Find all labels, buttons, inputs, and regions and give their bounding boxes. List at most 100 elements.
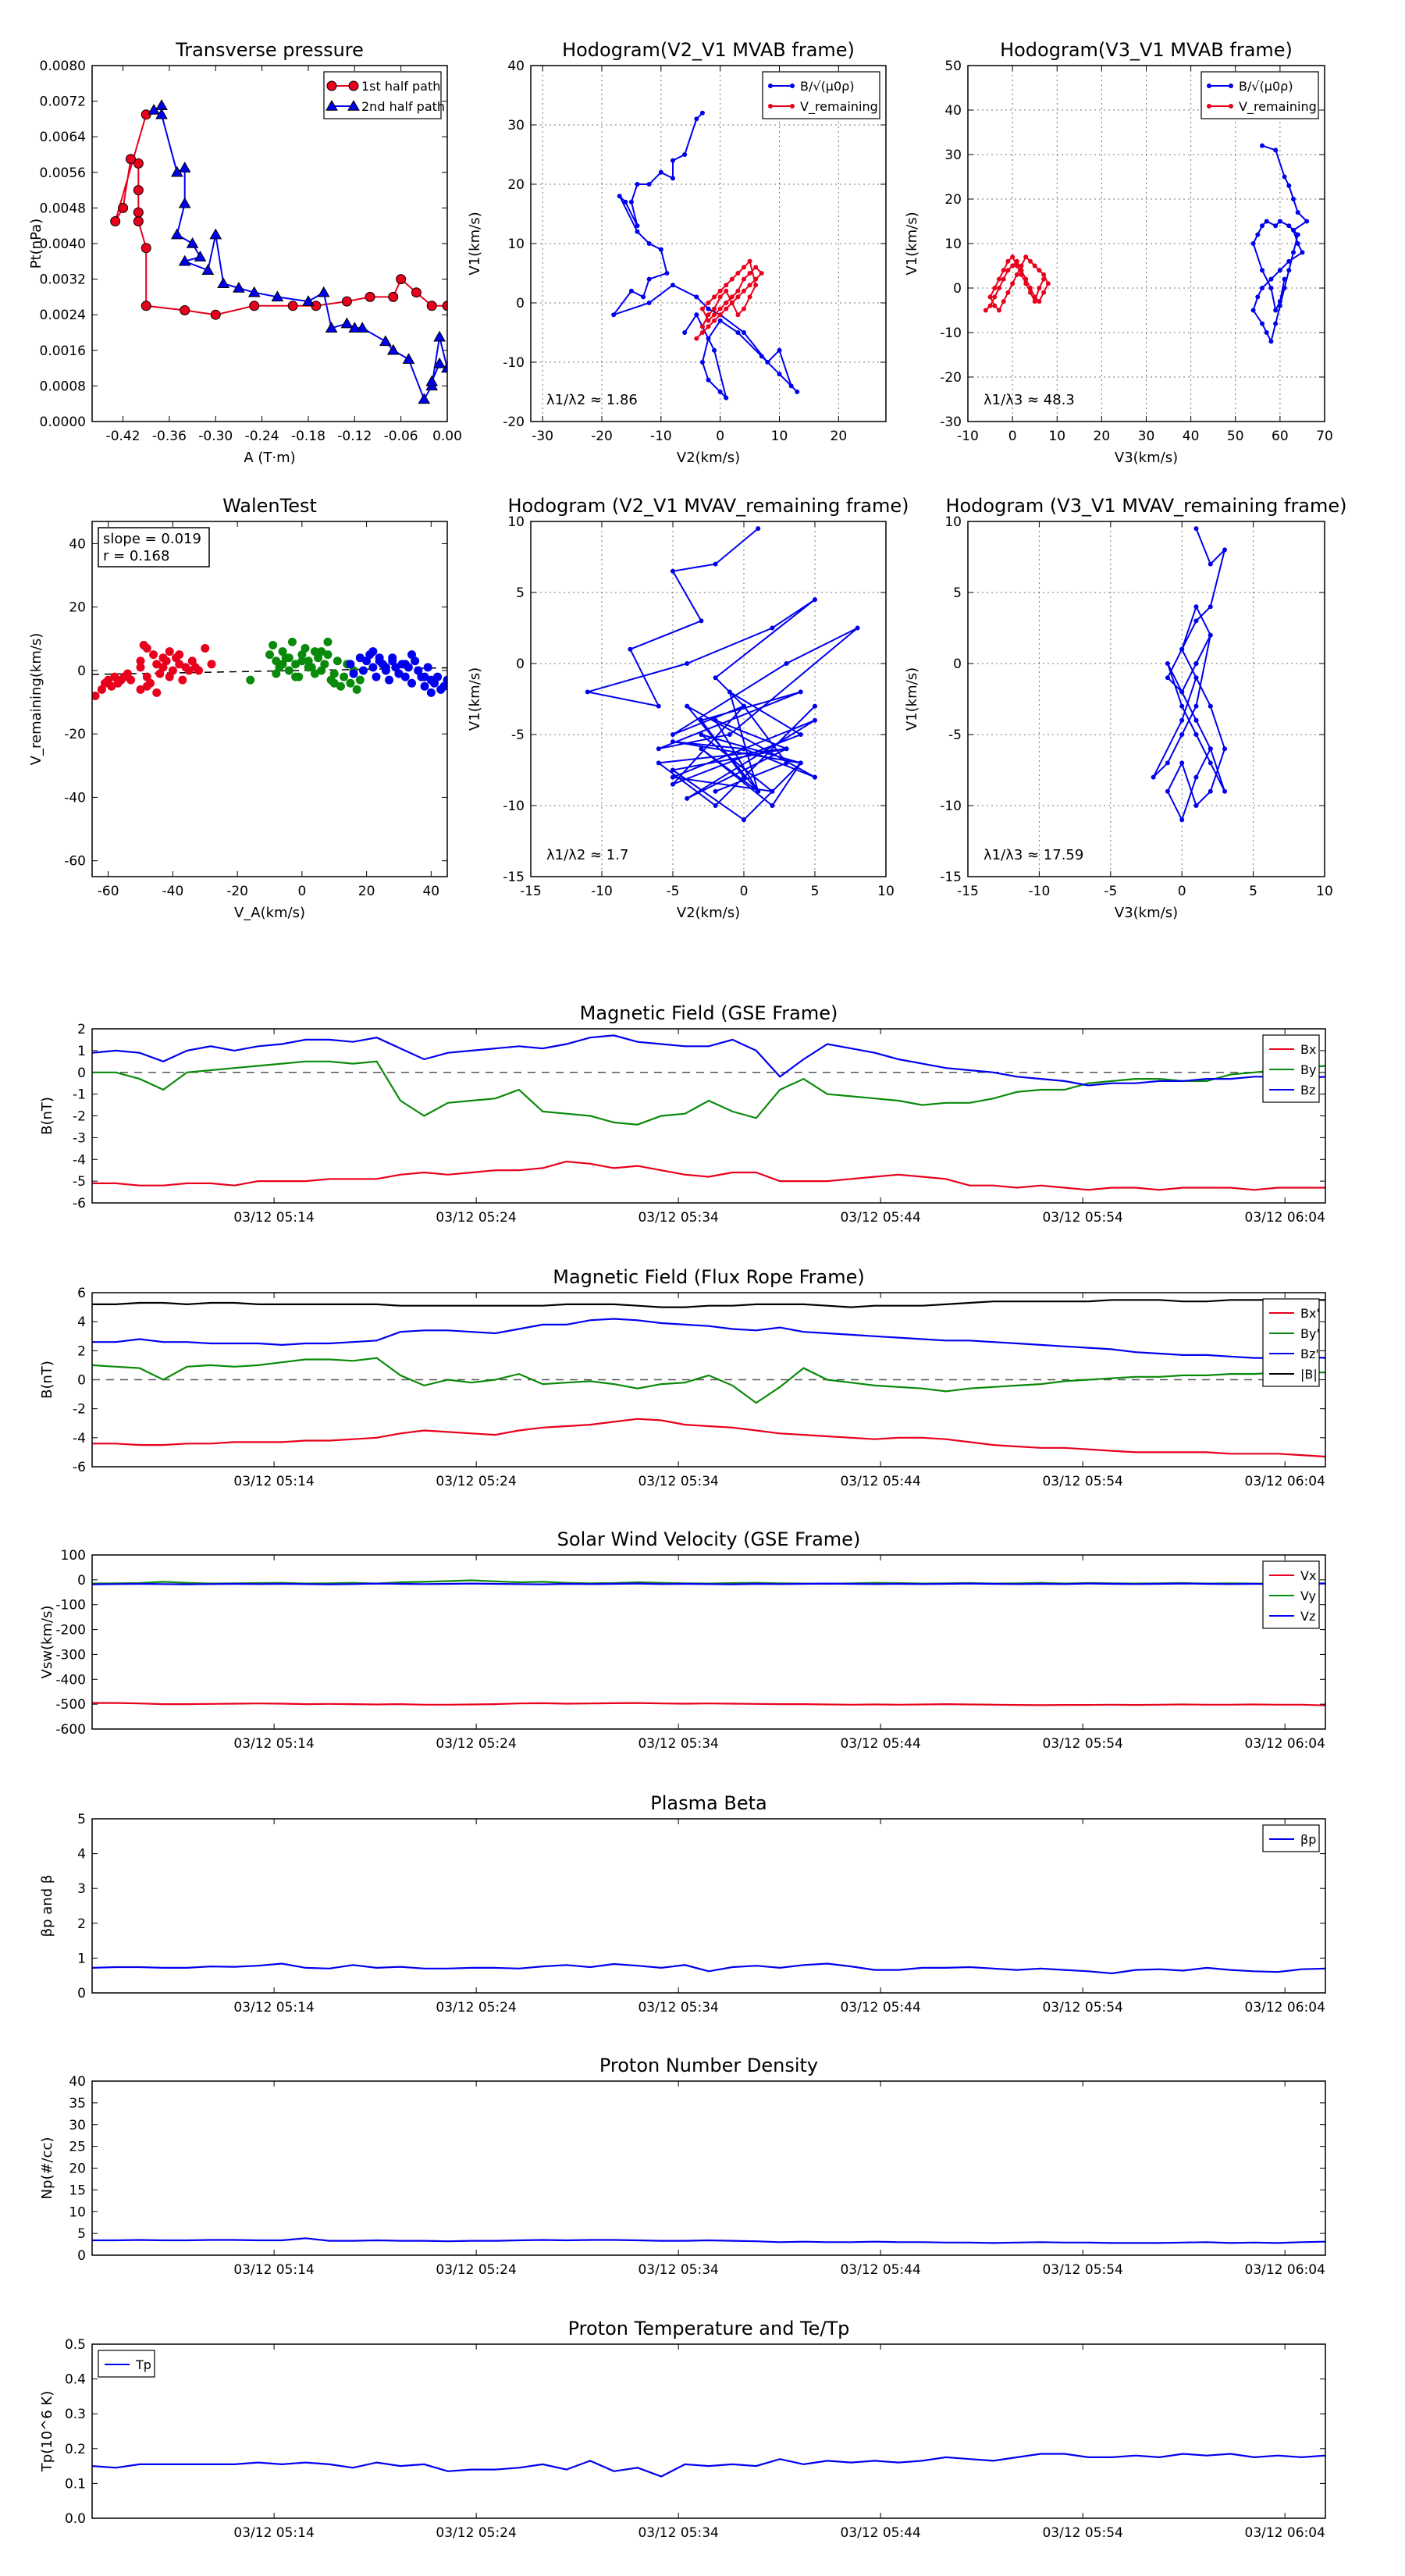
y-tick-label: 0 bbox=[77, 1066, 86, 1081]
data-point bbox=[1222, 746, 1228, 752]
y-tick-label: 35 bbox=[69, 2096, 86, 2112]
data-point bbox=[301, 644, 310, 653]
chart-proton-density: Proton Number Density 03/12 05:14 03/12 05… bbox=[39, 2055, 1326, 2278]
chart-mag-gse: Magnetic Field (GSE Frame) 03/12 05:14 03/… bbox=[39, 1002, 1326, 1226]
x-tick-label: 03/12 05:24 bbox=[436, 2000, 516, 2016]
data-point bbox=[1045, 281, 1051, 286]
x-tick-label: 03/12 05:14 bbox=[233, 2262, 314, 2278]
data-point bbox=[297, 650, 307, 660]
data-point bbox=[1304, 219, 1310, 224]
x-tick-label: -40 bbox=[162, 884, 184, 899]
data-point bbox=[694, 336, 699, 341]
data-point bbox=[735, 330, 741, 335]
data-point bbox=[742, 265, 746, 270]
data-point bbox=[269, 640, 278, 649]
y-tick-label: -10 bbox=[940, 326, 962, 341]
data-point bbox=[747, 294, 752, 300]
y-tick-label: -5 bbox=[948, 728, 962, 743]
data-point bbox=[717, 288, 723, 294]
x-tick-label: 03/12 05:14 bbox=[233, 1210, 314, 1226]
x-tick-label: 03/12 05:34 bbox=[638, 2525, 718, 2541]
data-point bbox=[1037, 286, 1042, 290]
chart-title: Solar Wind Velocity (GSE Frame) bbox=[557, 1528, 861, 1550]
x-tick-label: 20 bbox=[358, 884, 375, 899]
data-point bbox=[813, 703, 817, 709]
data-point bbox=[1193, 661, 1199, 666]
data-point bbox=[1023, 276, 1029, 282]
data-point bbox=[712, 306, 717, 311]
plot-area bbox=[1151, 526, 1228, 823]
data-point bbox=[777, 372, 782, 377]
data-point bbox=[1005, 258, 1011, 264]
data-point bbox=[784, 746, 789, 752]
chart-title: Transverse pressure bbox=[175, 39, 364, 61]
data-point bbox=[1027, 290, 1033, 295]
data-point bbox=[735, 312, 741, 318]
data-point bbox=[756, 526, 761, 532]
data-point bbox=[320, 660, 329, 669]
legend-marker bbox=[790, 104, 795, 109]
data-point bbox=[1023, 281, 1029, 286]
data-point bbox=[798, 732, 803, 737]
legend-label: By' bbox=[1300, 1326, 1320, 1341]
plot-area bbox=[585, 526, 860, 823]
y-tick-label: 2 bbox=[77, 1343, 86, 1359]
plot-frame bbox=[530, 65, 887, 422]
y-tick-label: -200 bbox=[55, 1623, 86, 1638]
data-point bbox=[1010, 281, 1016, 286]
x-tick-label: -0.30 bbox=[198, 429, 233, 444]
data-point bbox=[635, 229, 640, 234]
data-point bbox=[184, 666, 194, 675]
data-point bbox=[996, 308, 1001, 313]
y-axis-label: V1(km/s) bbox=[467, 212, 483, 275]
series-line bbox=[92, 1318, 1325, 1359]
data-point bbox=[1264, 219, 1269, 224]
data-point bbox=[635, 182, 640, 187]
x-tick-label: 03/12 05:54 bbox=[1042, 1736, 1122, 1752]
plot-frame bbox=[91, 65, 448, 422]
data-point bbox=[287, 301, 298, 311]
data-point bbox=[394, 669, 404, 678]
data-point bbox=[1286, 223, 1292, 229]
y-tick-label: -10 bbox=[503, 355, 525, 371]
x-tick-label: 0 bbox=[297, 884, 306, 899]
data-point bbox=[142, 681, 151, 691]
plot-area bbox=[92, 1034, 1325, 1191]
legend-marker bbox=[1207, 84, 1211, 88]
data-point bbox=[747, 258, 752, 264]
data-point bbox=[439, 681, 447, 691]
legend-label: B/√(μ0ρ) bbox=[1239, 79, 1293, 94]
data-point bbox=[118, 202, 129, 213]
data-point bbox=[1273, 148, 1279, 153]
data-point bbox=[356, 322, 369, 333]
x-tick-label: 03/12 05:34 bbox=[638, 2000, 718, 2016]
y-tick-label: 0.0 bbox=[65, 2511, 86, 2527]
y-tick-label: 3 bbox=[77, 1881, 86, 1897]
x-tick-label: -5 bbox=[1104, 884, 1117, 899]
x-tick-label: 40 bbox=[1183, 429, 1200, 444]
series-line bbox=[611, 112, 799, 400]
data-point bbox=[402, 353, 415, 364]
fit-line bbox=[92, 667, 447, 675]
data-point bbox=[396, 274, 407, 285]
y-tick-label: 10 bbox=[944, 514, 962, 530]
y-tick-label: -15 bbox=[503, 870, 525, 885]
data-point bbox=[1208, 561, 1213, 567]
data-point bbox=[699, 330, 705, 335]
data-point bbox=[1286, 183, 1292, 188]
data-point bbox=[429, 678, 439, 688]
data-point bbox=[133, 216, 144, 226]
x-tick-label: 03/12 05:14 bbox=[233, 1736, 314, 1752]
data-point bbox=[388, 291, 399, 302]
legend-label: By bbox=[1300, 1062, 1316, 1077]
series-line bbox=[92, 1418, 1325, 1458]
y-tick-label: -3 bbox=[73, 1130, 86, 1146]
plot-area bbox=[92, 2237, 1325, 2244]
data-point bbox=[1268, 339, 1274, 344]
data-point bbox=[670, 767, 675, 773]
y-axis-label: Np(#/cc) bbox=[39, 2137, 55, 2200]
data-point bbox=[735, 294, 741, 300]
y-tick-label: 1 bbox=[77, 1044, 86, 1059]
legend-label: 2nd half path bbox=[361, 99, 445, 114]
